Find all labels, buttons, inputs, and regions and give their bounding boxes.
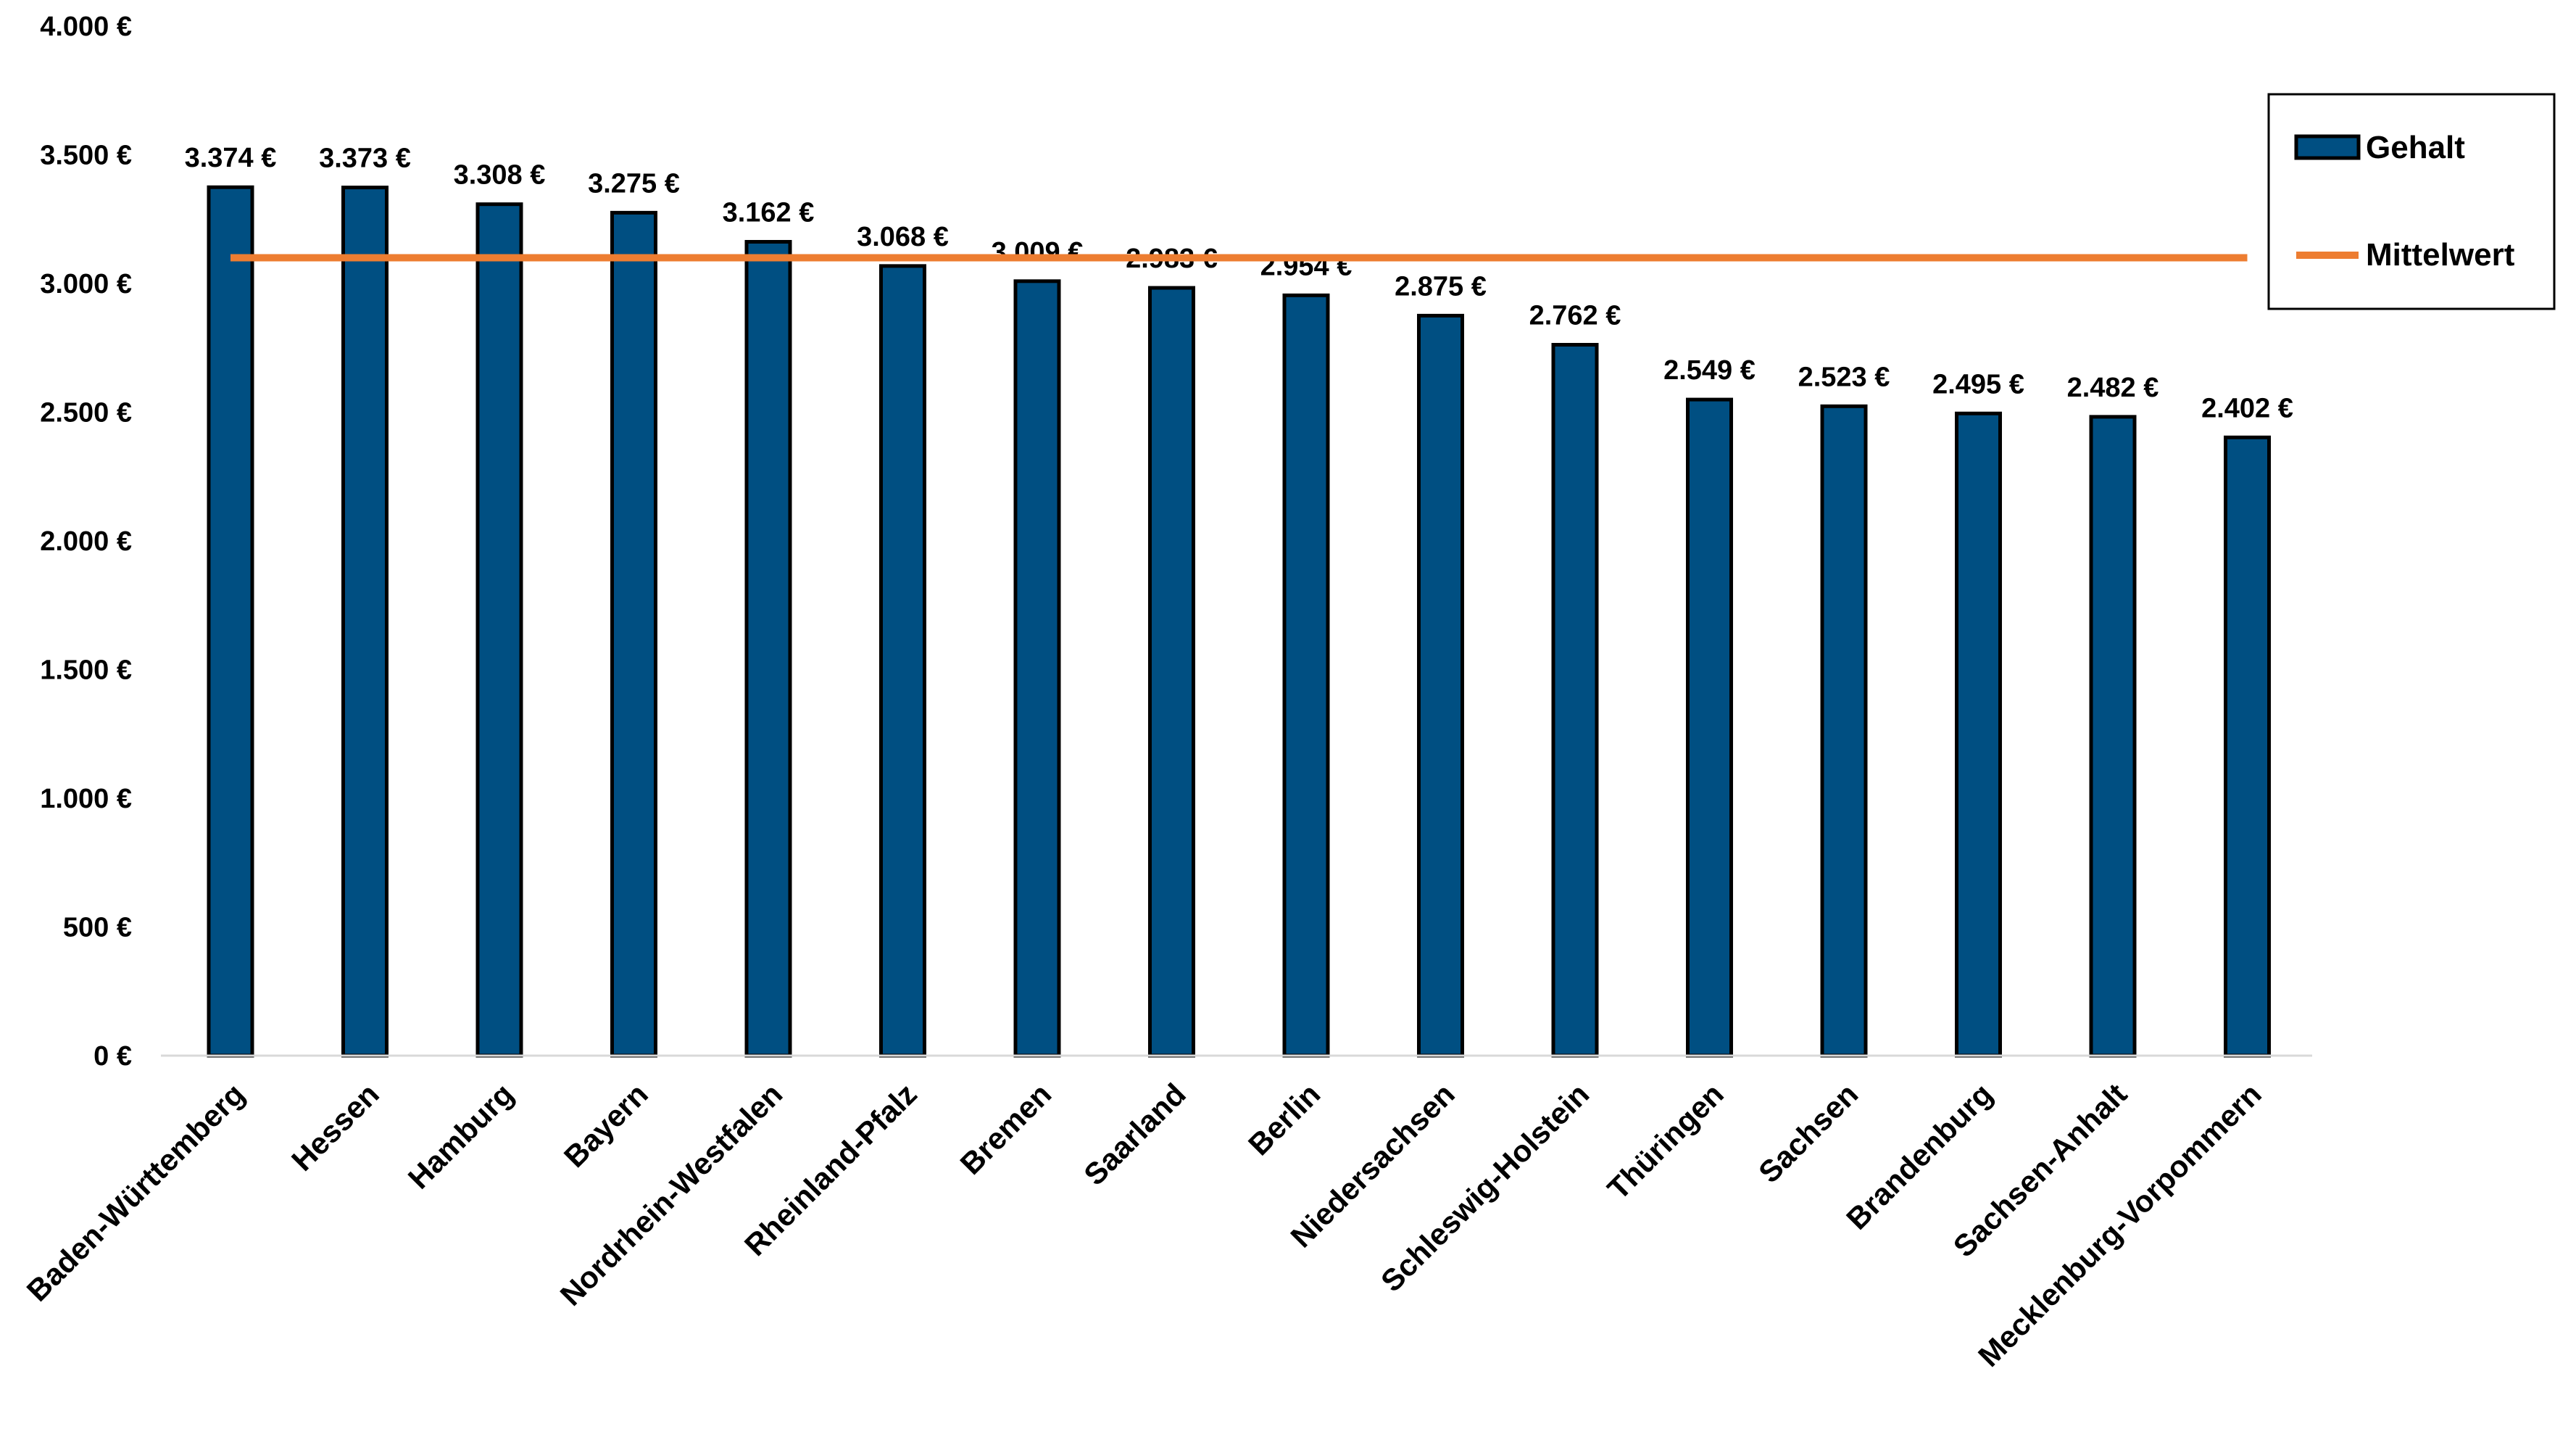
bar-10 <box>1551 342 1599 1058</box>
bar-value-label: 3.275 € <box>588 168 680 199</box>
bar-value-label: 2.875 € <box>1395 271 1487 302</box>
bar-1 <box>341 186 389 1058</box>
y-axis: 0 € 500 € 1.000 € 1.500 € 2.000 € 2.500 € 3.00… <box>40 12 132 1072</box>
x-category-label: Hessen <box>285 1077 386 1177</box>
x-category-label: Baden-Württemberg <box>20 1077 252 1308</box>
x-category-label: Sachsen <box>1752 1077 1864 1189</box>
x-category-label: Hamburg <box>402 1077 520 1196</box>
bar-value-label: 3.308 € <box>454 160 546 191</box>
y-tick-label: 4.000 € <box>40 12 132 42</box>
bar-3 <box>610 210 657 1058</box>
bar-13 <box>1955 411 2002 1058</box>
y-tick-label: 0 € <box>94 1041 132 1072</box>
bar-12 <box>1820 404 1868 1058</box>
bar-0 <box>207 185 254 1058</box>
data-labels: 3.374 € 3.373 € 3.308 € 3.275 € 3.162 € 3.068… <box>185 143 2293 423</box>
bar-value-label: 3.162 € <box>723 197 815 228</box>
y-tick-label: 3.500 € <box>40 141 132 171</box>
bar-8 <box>1282 293 1330 1058</box>
legend-label-mittelwert: Mittelwert <box>2366 237 2515 273</box>
bar-value-label: 3.374 € <box>185 143 277 173</box>
bar-value-label: 2.523 € <box>1798 362 1890 392</box>
x-category-label: Berlin <box>1242 1077 1326 1161</box>
x-category-label: Nordrhein-Westfalen <box>554 1077 789 1312</box>
bar-value-label: 2.402 € <box>2201 393 2293 423</box>
bar-5 <box>879 264 926 1058</box>
legend: Gehalt Mittelwert <box>2267 93 2556 310</box>
bar-2 <box>475 202 523 1058</box>
y-tick-label: 1.500 € <box>40 655 132 686</box>
y-tick-label: 2.500 € <box>40 398 132 428</box>
y-tick-label: 3.000 € <box>40 269 132 299</box>
bar-9 <box>1417 313 1464 1058</box>
bar-15 <box>2224 435 2271 1058</box>
bars <box>207 185 2271 1058</box>
bar-4 <box>744 239 792 1058</box>
x-axis: Baden-Württemberg Hessen Hamburg BayernNord… <box>20 1077 2268 1373</box>
legend-swatch-gehalt <box>2294 134 2361 160</box>
bar-value-label: 2.482 € <box>2067 373 2159 403</box>
bar-value-label: 3.009 € <box>992 237 1084 268</box>
bar-14 <box>2089 415 2137 1058</box>
bar-value-label: 3.373 € <box>319 144 411 174</box>
bar-value-label: 2.495 € <box>1932 369 2024 399</box>
x-category-label: Thüringen <box>1600 1077 1729 1206</box>
y-tick-label: 500 € <box>63 913 132 943</box>
bar-value-label: 3.068 € <box>857 222 949 252</box>
x-category-label: Mecklenburg-Vorpommern <box>1972 1077 2268 1373</box>
bar-value-label: 2.549 € <box>1663 355 1756 386</box>
bar-value-label: 2.762 € <box>1529 300 1621 331</box>
x-category-label: Bayern <box>557 1077 655 1174</box>
legend-label-gehalt: Gehalt <box>2366 130 2465 165</box>
bar-11 <box>1686 397 1733 1058</box>
y-tick-label: 2.000 € <box>40 526 132 557</box>
x-category-label: Bremen <box>954 1077 1058 1181</box>
legend-box <box>2267 93 2556 310</box>
bar-6 <box>1013 279 1061 1058</box>
y-tick-label: 1.000 € <box>40 784 132 814</box>
bar-7 <box>1148 286 1195 1058</box>
x-category-label: Saarland <box>1077 1077 1192 1192</box>
